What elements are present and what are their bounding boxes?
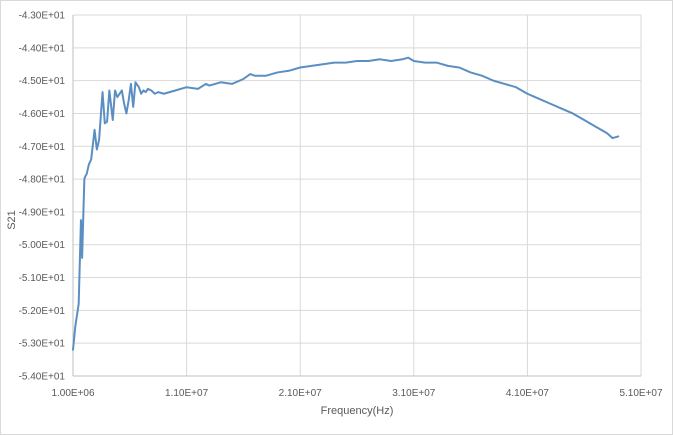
series-layer [72,56,620,351]
x-tick-label: 2.10E+07 [279,388,323,399]
y-tick-label: -4.30E+01 [19,11,66,22]
y-tick-label: -4.60E+01 [19,109,66,120]
y-tick-label: -4.50E+01 [19,76,66,87]
y-tick-label: -4.40E+01 [19,43,66,54]
y-tick-label: -4.90E+01 [19,207,66,218]
x-axis-title: Frequency(Hz) [321,405,394,417]
x-tick-label: 1.10E+07 [165,388,209,399]
y-tick-label: -5.00E+01 [19,240,66,251]
axis-layer [72,15,641,377]
y-tick-label: -5.10E+01 [19,273,66,284]
series-line-0 [72,56,620,351]
grid-layer [72,14,642,377]
y-tick-label: -5.20E+01 [19,306,66,317]
x-tick-label: 3.10E+07 [392,388,436,399]
y-tick-label: -5.40E+01 [19,372,66,383]
y-tick-label: -4.70E+01 [19,142,66,153]
x-tick-label: 4.10E+07 [506,388,550,399]
y-tick-label: -5.30E+01 [19,339,66,350]
x-tick-label: 1.00E+06 [51,388,95,399]
x-tick-label: 5.10E+07 [619,388,663,399]
y-tick-label: -4.80E+01 [19,175,66,186]
y-axis-title: S21 [6,210,18,230]
label-layer: -4.30E+01 -4.40E+01 -4.50E+01 -4.60E+01 -4.7… [19,11,663,400]
